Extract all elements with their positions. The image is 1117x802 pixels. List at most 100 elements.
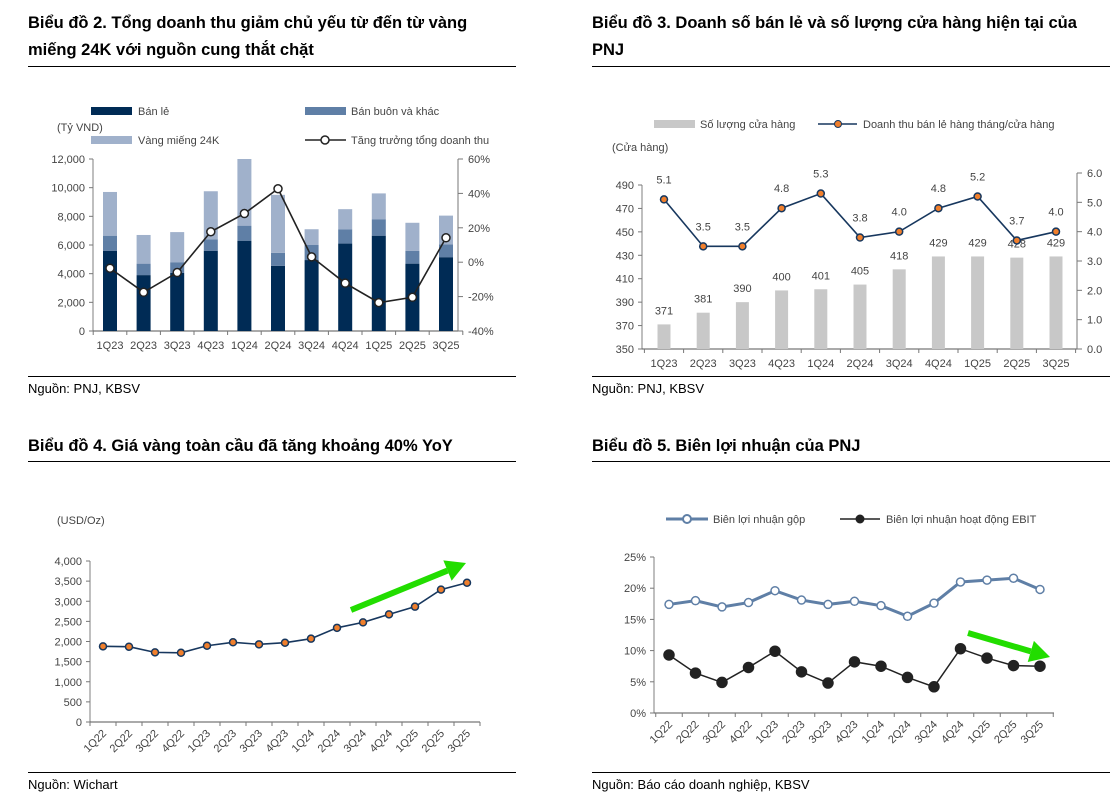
data-point xyxy=(823,599,833,610)
data-point xyxy=(436,585,446,594)
divider xyxy=(592,376,1110,377)
bar xyxy=(696,312,710,349)
legend-swatch xyxy=(91,107,132,115)
bar xyxy=(1010,257,1024,349)
x-tick-label: 3Q24 xyxy=(342,728,370,756)
x-tick-label: 1Q24 xyxy=(231,340,258,352)
bar-segment xyxy=(439,244,453,258)
legend-label: Biên lợi nhuận gộp xyxy=(713,514,805,526)
bar xyxy=(853,284,867,349)
data-point xyxy=(98,642,108,651)
legend-label: Biên lợi nhuận hoạt động EBIT xyxy=(886,514,1037,526)
bar-data-label: 405 xyxy=(851,266,869,278)
y-tick-label: 25% xyxy=(624,552,646,564)
legend-marker xyxy=(855,514,865,524)
x-tick-label: 1Q25 xyxy=(966,719,994,747)
data-point xyxy=(1012,236,1022,245)
line-data-label: 5.3 xyxy=(813,169,828,181)
data-point xyxy=(894,227,904,236)
x-tick-label: 1Q23 xyxy=(754,719,782,747)
data-point xyxy=(410,602,420,611)
x-tick-label: 2Q24 xyxy=(316,728,344,756)
bar-segment xyxy=(371,235,386,331)
y2-tick-label: 0% xyxy=(468,257,484,269)
y-tick-label: 370 xyxy=(616,321,634,333)
y-tick-label: 10,000 xyxy=(51,183,85,195)
data-point xyxy=(954,642,967,655)
bar xyxy=(1049,256,1063,349)
bar-segment xyxy=(237,159,252,226)
y-tick-label: 450 xyxy=(616,227,634,239)
bar-segment xyxy=(170,262,185,273)
data-point xyxy=(340,278,350,288)
legend-swatch xyxy=(654,120,695,128)
data-point xyxy=(105,263,115,273)
bar-segment xyxy=(103,235,117,251)
legend-label: Tăng trưởng tổng doanh thu xyxy=(351,135,489,147)
data-point xyxy=(332,623,342,633)
line-data-label: 3.7 xyxy=(1009,215,1024,227)
data-point xyxy=(150,648,160,657)
legend-label: Bán lẻ xyxy=(138,106,169,118)
x-tick-label: 2Q25 xyxy=(420,728,448,756)
data-point xyxy=(374,297,384,308)
bar-segment xyxy=(405,250,420,264)
data-point xyxy=(659,195,669,204)
y-tick-label: 390 xyxy=(616,297,634,309)
y-tick-label: 8,000 xyxy=(57,211,85,223)
y-tick-label: 2,000 xyxy=(54,637,82,649)
data-point xyxy=(770,585,780,596)
bar-data-label: 371 xyxy=(655,305,673,317)
x-tick-label: 1Q25 xyxy=(394,728,422,756)
bar-data-label: 381 xyxy=(694,294,712,306)
data-point xyxy=(876,600,886,611)
bar-data-label: 400 xyxy=(772,271,790,283)
line-data-label: 4.0 xyxy=(892,207,907,219)
data-point xyxy=(1007,659,1020,672)
y-tick-label: 0 xyxy=(79,326,85,338)
line-data-label: 4.8 xyxy=(774,183,789,195)
bar-segment xyxy=(136,263,151,276)
data-point xyxy=(1051,227,1061,236)
x-tick-label: 3Q25 xyxy=(1043,358,1070,370)
x-tick-label: 2Q22 xyxy=(674,719,702,747)
x-tick-label: 1Q25 xyxy=(964,358,991,370)
data-point xyxy=(902,611,913,622)
data-point xyxy=(1034,660,1046,672)
y-tick-label: 2,500 xyxy=(54,616,82,628)
bar-segment xyxy=(338,209,353,230)
divider xyxy=(28,461,516,462)
data-point xyxy=(698,242,708,251)
legend-label: Số lượng cửa hàng xyxy=(700,119,795,131)
x-tick-label: 1Q24 xyxy=(807,358,834,370)
data-point xyxy=(875,660,887,672)
x-tick-label: 4Q24 xyxy=(925,358,952,370)
data-point xyxy=(973,192,982,201)
bar xyxy=(814,289,828,349)
x-tick-label: 4Q24 xyxy=(332,340,359,352)
bar-segment xyxy=(338,229,353,244)
y2-tick-label: 20% xyxy=(468,223,490,235)
x-tick-label: 2Q23 xyxy=(690,358,717,370)
y2-tick-label: 2.0 xyxy=(1087,285,1102,297)
y-tick-label: 490 xyxy=(616,180,634,192)
y2-tick-label: -20% xyxy=(468,292,494,304)
y2-tick-label: 3.0 xyxy=(1087,256,1102,268)
data-point xyxy=(717,602,727,612)
data-point xyxy=(202,641,212,650)
legend-swatch xyxy=(91,136,132,144)
x-tick-label: 2Q24 xyxy=(886,719,914,747)
data-point xyxy=(384,610,394,619)
x-tick-label: 1Q25 xyxy=(365,340,392,352)
legend-label: Doanh thu bán lẻ hàng tháng/cửa hàng xyxy=(863,119,1054,131)
y-tick-label: 0 xyxy=(76,717,82,729)
data-point xyxy=(822,677,834,689)
data-point xyxy=(176,648,186,658)
divider xyxy=(28,66,516,67)
y-tick-label: 10% xyxy=(624,646,646,658)
data-point xyxy=(795,666,808,678)
x-tick-label: 4Q24 xyxy=(939,719,967,747)
bar xyxy=(931,256,945,349)
x-tick-label: 1Q22 xyxy=(648,719,676,747)
